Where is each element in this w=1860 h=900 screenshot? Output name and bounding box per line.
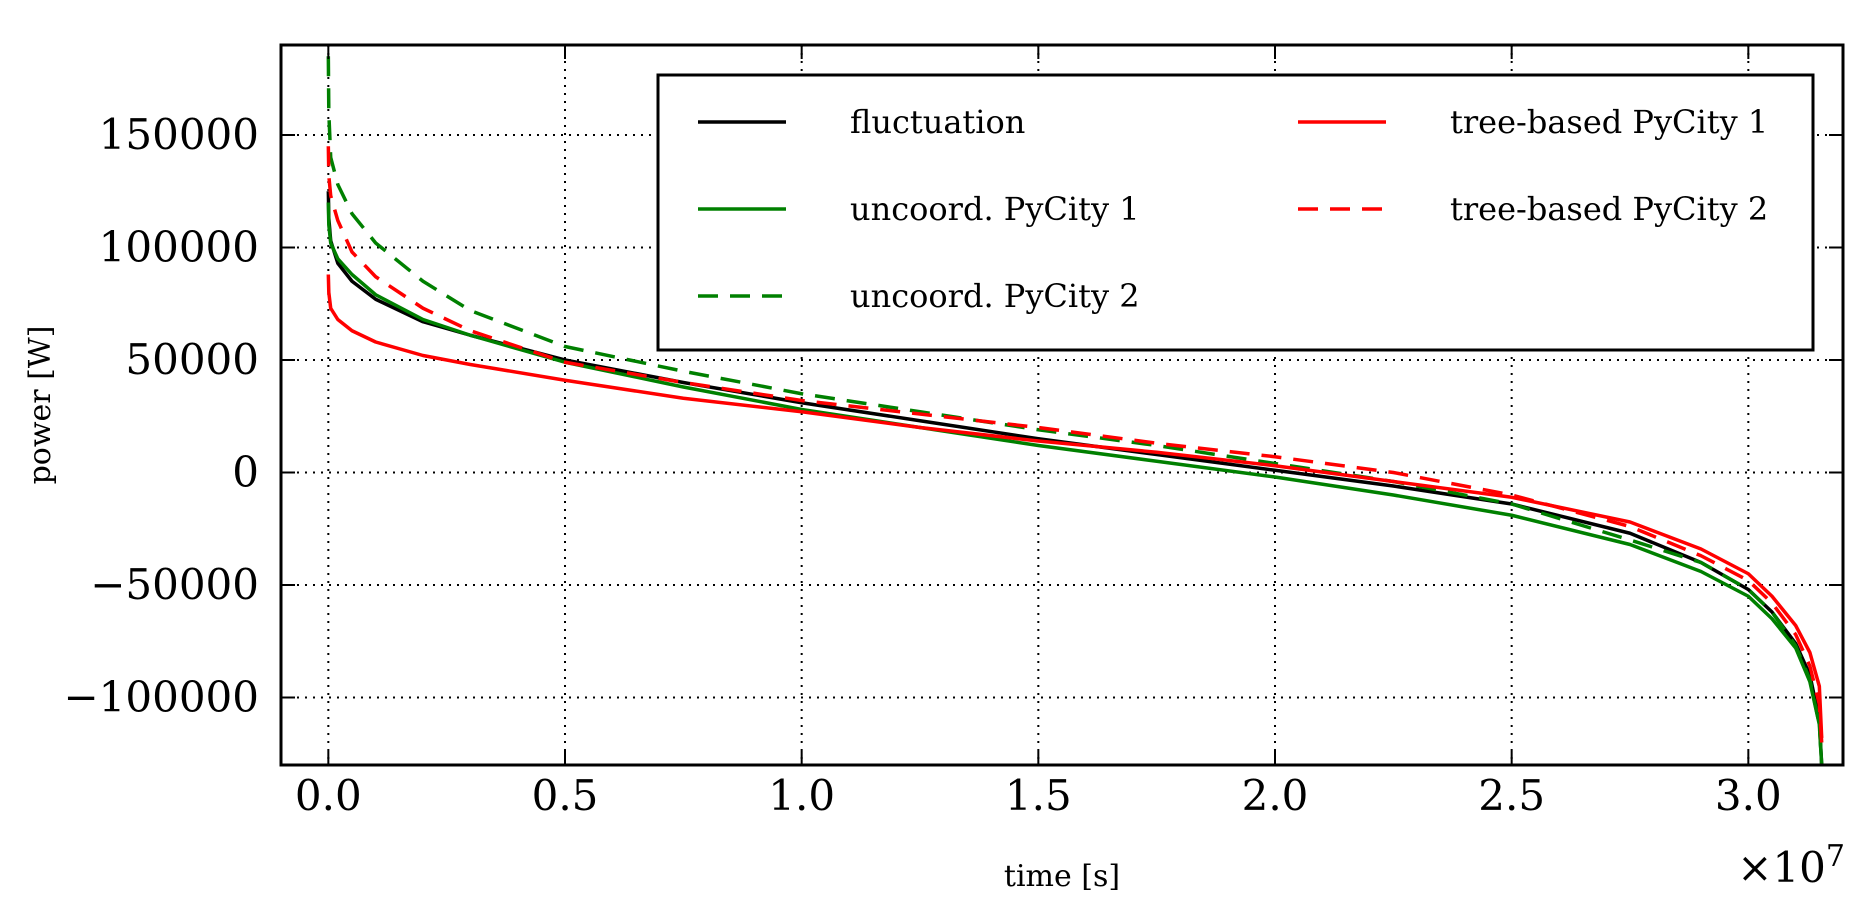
legend: fluctuation uncoord. PyCity 1 uncoord. PyC… (656, 73, 1815, 352)
x-axis-multiplier-base: ×10 (1737, 843, 1826, 892)
y-tick-label: 0 (232, 448, 259, 497)
y-tick-label: −50000 (90, 560, 259, 609)
series-line-uncoord-pycity-1 (326, 202, 1824, 765)
x-axis-multiplier: ×107 (1737, 839, 1845, 892)
y-tick-label: 50000 (125, 335, 259, 384)
series-line-tree-based-pycity-1 (326, 274, 1824, 739)
x-tick-label: 2.0 (1242, 771, 1309, 820)
series-line-uncoord-pycity-2 (326, 56, 1824, 765)
x-axis-ticks: 0.0 0.5 1.0 1.5 2.0 2.5 3.0 (295, 45, 1782, 820)
x-axis-multiplier-exponent: 7 (1826, 839, 1845, 874)
series-line-tree-based-pycity-2 (326, 146, 1824, 743)
y-tick-label: 100000 (99, 223, 259, 272)
x-tick-label: 3.0 (1715, 771, 1782, 820)
series-line-fluctuation (326, 191, 1824, 765)
legend-label: uncoord. PyCity 2 (850, 277, 1140, 315)
x-tick-label: 0.0 (295, 771, 362, 820)
legend-label: tree-based PyCity 1 (1450, 103, 1768, 141)
x-tick-label: 1.5 (1005, 771, 1072, 820)
x-tick-label: 2.5 (1478, 771, 1545, 820)
x-tick-label: 0.5 (532, 771, 599, 820)
x-axis-label: time [s] (1004, 859, 1120, 894)
plot-area-frame (279, 43, 1845, 767)
legend-label: tree-based PyCity 2 (1450, 190, 1768, 228)
y-axis-label: power [W] (23, 326, 58, 485)
legend-box (656, 73, 1815, 352)
y-tick-label: 150000 (99, 110, 259, 159)
y-axis-ticks: 150000 100000 50000 0 −50000 −100000 (63, 110, 1843, 722)
legend-label: uncoord. PyCity 1 (850, 190, 1140, 228)
series-layer (326, 56, 1824, 765)
x-tick-label: 1.0 (768, 771, 835, 820)
y-tick-label: −100000 (63, 673, 259, 722)
legend-label: fluctuation (850, 103, 1025, 141)
